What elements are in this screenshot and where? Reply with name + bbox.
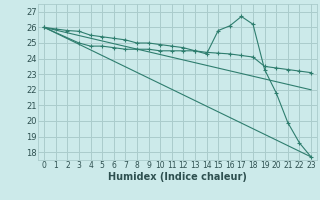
X-axis label: Humidex (Indice chaleur): Humidex (Indice chaleur) [108,172,247,182]
